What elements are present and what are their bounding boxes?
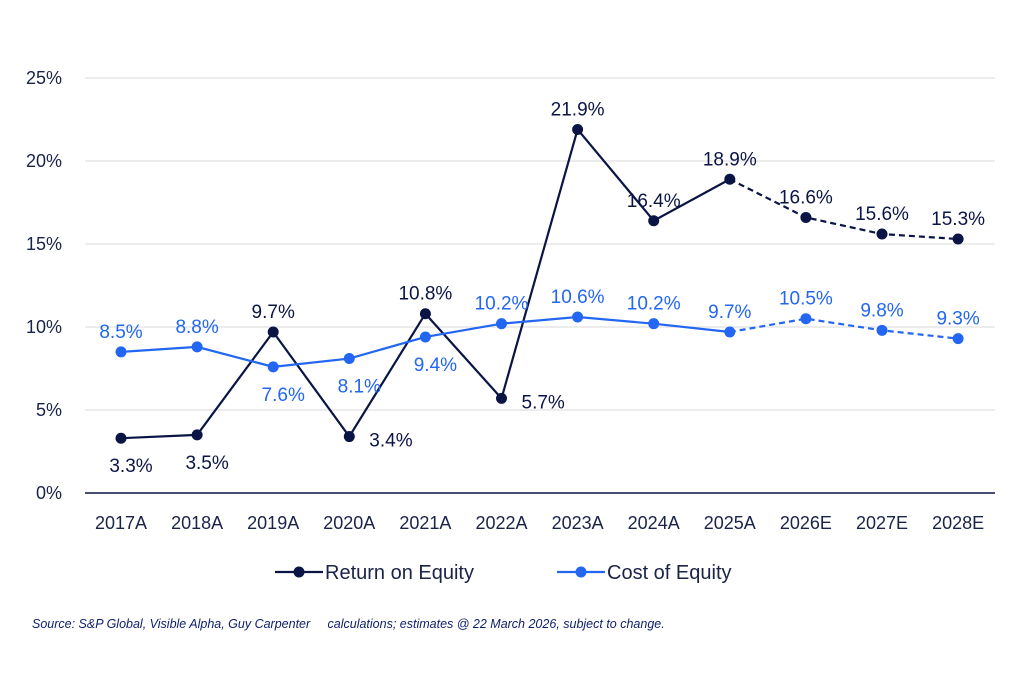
roe-point <box>496 392 507 404</box>
coe-data-label: 9.8% <box>860 300 903 321</box>
source-note: Source: S&P Global, Visible Alpha, Guy C… <box>32 617 665 631</box>
roe-data-label: 15.3% <box>931 209 985 230</box>
grid-lines <box>85 77 995 411</box>
y-tick-label: 0% <box>36 483 62 503</box>
roe-data-label: 9.7% <box>252 302 295 323</box>
roe-data-label: 15.6% <box>855 204 909 225</box>
roe-point <box>876 228 888 240</box>
coe-point <box>496 318 507 330</box>
roe-data-label: 3.5% <box>185 453 228 474</box>
coe-data-label: 10.2% <box>627 294 681 315</box>
y-tick-label: 15% <box>26 234 62 254</box>
coe-point <box>191 341 203 353</box>
roe-data-label: 18.9% <box>703 149 757 170</box>
y-tick-label: 5% <box>36 400 62 420</box>
x-tick-label: 2026E <box>780 513 832 533</box>
roe-data-label: 16.6% <box>779 187 833 208</box>
y-tick-label: 25% <box>26 68 62 88</box>
coe-point <box>800 313 812 325</box>
coe-point <box>419 331 431 343</box>
roe-point <box>800 211 812 223</box>
roe-point <box>267 326 279 338</box>
roe-point <box>648 215 660 227</box>
coe-line-estimate <box>729 317 959 340</box>
x-tick-label: 2024A <box>628 513 680 533</box>
roe-data-label: 16.4% <box>627 191 681 212</box>
legend: Return on Equity Cost of Equity <box>275 562 732 584</box>
roe-point <box>724 173 736 185</box>
y-tick-label: 10% <box>26 317 62 337</box>
coe-data-label: 7.6% <box>262 385 305 406</box>
x-tick-label: 2025A <box>704 513 756 533</box>
coe-data-label: 10.6% <box>551 287 605 308</box>
roe-legend-marker <box>293 566 305 578</box>
roe-point <box>572 123 584 135</box>
coe-point <box>952 333 964 345</box>
coe-point <box>343 353 355 365</box>
x-tick-label: 2028E <box>932 513 984 533</box>
x-axis: 2017A 2018A 2019A 2020A 2021A 2022A 2023A 2024A… <box>85 492 995 533</box>
coe-point <box>115 346 127 358</box>
series-lines <box>115 123 964 444</box>
roe-data-label: 10.8% <box>398 284 452 305</box>
coe-data-label: 9.3% <box>936 309 979 330</box>
coe-data-label: 8.8% <box>175 317 218 338</box>
coe-data-label: 10.5% <box>779 289 833 310</box>
roe-data-label: 3.4% <box>369 431 412 452</box>
roe-line-estimate <box>729 178 959 241</box>
coe-data-label: 8.1% <box>338 377 381 398</box>
roe-point <box>343 431 355 443</box>
coe-point <box>724 326 736 338</box>
coe-point <box>267 361 279 373</box>
x-tick-label: 2018A <box>171 513 223 533</box>
roe-data-label: 21.9% <box>551 99 605 120</box>
coe-point <box>876 324 888 336</box>
roe-point <box>419 308 431 320</box>
x-tick-label: 2019A <box>247 513 299 533</box>
roe-point <box>952 233 964 245</box>
y-axis: 0% 5% 10% 15% 20% 25% <box>26 68 62 503</box>
coe-point <box>572 311 584 323</box>
y-tick-label: 20% <box>26 151 62 171</box>
coe-point <box>648 318 660 330</box>
coe-data-label: 9.4% <box>414 355 457 376</box>
data-labels: 3.3% 3.5% 9.7% 3.4% 10.8% 5.7% 21.9% 16.4% 18.9%… <box>99 99 985 477</box>
x-tick-label: 2027E <box>856 513 908 533</box>
roe-point <box>191 429 203 441</box>
x-tick-label: 2023A <box>552 513 604 533</box>
coe-data-label: 10.2% <box>475 294 529 315</box>
coe-legend-marker <box>575 566 587 578</box>
roe-data-label: 3.3% <box>109 456 152 477</box>
coe-data-label: 9.7% <box>708 302 751 323</box>
coe-data-label: 8.5% <box>99 322 142 343</box>
x-tick-label: 2022A <box>475 513 527 533</box>
x-tick-label: 2017A <box>95 513 147 533</box>
roe-point <box>115 432 127 444</box>
roe-legend-label: Return on Equity <box>325 562 474 584</box>
x-tick-label: 2020A <box>323 513 375 533</box>
x-tick-label: 2021A <box>399 513 451 533</box>
coe-legend-label: Cost of Equity <box>607 562 732 584</box>
roe-data-label: 5.7% <box>522 392 565 413</box>
